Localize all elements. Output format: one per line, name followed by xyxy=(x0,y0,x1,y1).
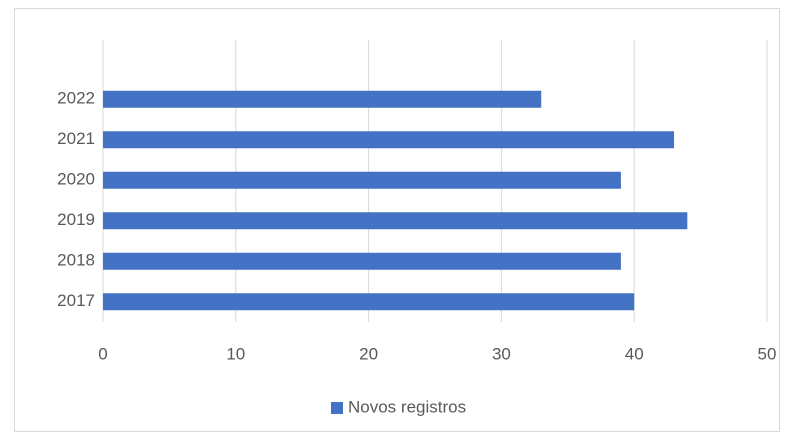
x-tick-label: 20 xyxy=(359,344,378,363)
y-tick-label: 2019 xyxy=(57,210,95,229)
bar xyxy=(103,90,542,108)
bar xyxy=(103,293,635,311)
y-tick-label: 2018 xyxy=(57,251,95,270)
y-tick-label: 2021 xyxy=(57,129,95,148)
x-tick-label: 10 xyxy=(226,344,245,363)
bar xyxy=(103,212,688,230)
x-tick-label: 30 xyxy=(492,344,511,363)
y-tick-label: 2017 xyxy=(57,291,95,310)
bar xyxy=(103,171,621,189)
legend-swatch xyxy=(331,402,343,414)
x-tick-label: 40 xyxy=(625,344,644,363)
x-tick-label: 0 xyxy=(98,344,107,363)
y-tick-label: 2020 xyxy=(57,170,95,189)
y-tick-label: 2022 xyxy=(57,89,95,108)
x-tick-label: 50 xyxy=(758,344,777,363)
bar xyxy=(103,131,675,149)
legend-label: Novos registros xyxy=(348,397,466,416)
bar xyxy=(103,252,621,270)
